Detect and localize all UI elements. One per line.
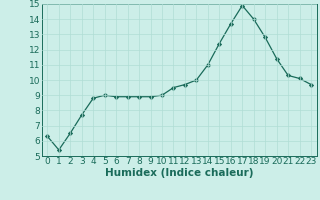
X-axis label: Humidex (Indice chaleur): Humidex (Indice chaleur): [105, 168, 253, 178]
